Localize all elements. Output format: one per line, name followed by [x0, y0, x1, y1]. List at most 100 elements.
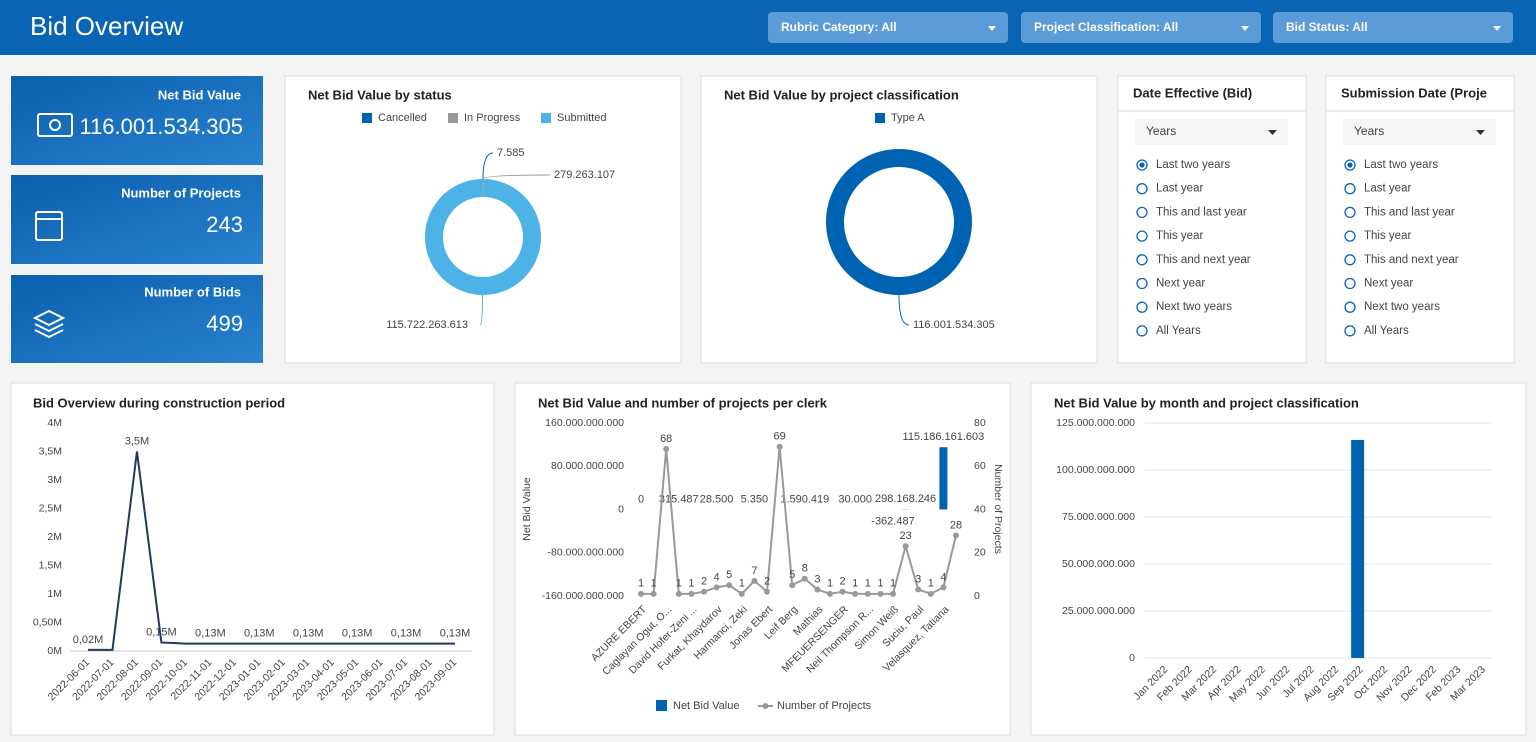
radio-button[interactable]	[1136, 206, 1148, 219]
data-label: 0,13M	[293, 627, 324, 639]
y-tick-label: 3M	[47, 474, 62, 486]
y-axis-title: Net Bid Value	[521, 477, 533, 541]
kpi-value: 116.001.534.305	[79, 114, 243, 139]
radio-label: All Years	[1364, 325, 1409, 337]
y-tick-label: 0M	[47, 645, 62, 657]
y-tick-label: 75.000.000.000	[1062, 511, 1135, 523]
years-dropdown[interactable]	[1135, 119, 1288, 145]
data-label: 8	[802, 563, 808, 575]
data-label: 1	[865, 578, 871, 590]
chart-title: Net Bid Value and number of projects per…	[538, 395, 828, 410]
radio-button[interactable]	[1344, 206, 1356, 219]
y-tick-label: 3,5M	[39, 445, 62, 457]
filter-dropdown[interactable]	[1021, 12, 1261, 43]
filter-label: Rubric Category: All	[781, 20, 897, 34]
y-tick-label: 4M	[47, 417, 62, 429]
years-dropdown[interactable]	[1343, 119, 1496, 145]
radio-button[interactable]	[1344, 325, 1356, 337]
data-label: 5.350	[741, 493, 769, 505]
radio-button[interactable]	[1344, 254, 1356, 266]
radio-button[interactable]	[1136, 183, 1148, 195]
radio-label: Last year	[1156, 183, 1203, 195]
data-label: 5	[789, 569, 795, 581]
y-tick-label: 2,5M	[39, 502, 62, 514]
filter-label: Bid Status: All	[1286, 20, 1368, 34]
legend-label: In Progress	[464, 112, 521, 124]
money-icon	[37, 113, 73, 137]
chart-title: Net Bid Value by project classification	[724, 87, 959, 102]
data-label: 1	[890, 578, 896, 590]
kpi-value: 243	[206, 212, 243, 237]
layers-icon	[32, 309, 66, 339]
data-label: 115.722.263.613	[386, 319, 468, 331]
bar	[939, 447, 948, 510]
radio-button[interactable]	[1136, 254, 1148, 266]
radio-button[interactable]	[1344, 230, 1356, 242]
radio-label: This and next year	[1156, 254, 1251, 266]
legend-swatch	[656, 700, 667, 711]
dropdown-label: Years	[1146, 124, 1176, 138]
data-label: 28	[950, 519, 962, 531]
data-label: 2	[701, 576, 707, 588]
card	[284, 75, 682, 364]
y-tick-label: 2M	[47, 531, 62, 543]
legend-swatch	[875, 113, 885, 123]
radio-label: Next two years	[1156, 301, 1232, 313]
data-label: 7.585	[497, 147, 525, 159]
money-icon-coin	[49, 119, 61, 131]
line-point	[927, 590, 934, 597]
line-point	[852, 590, 859, 597]
radio-label: This and next year	[1364, 254, 1459, 266]
line-point	[776, 443, 783, 450]
leader-line	[482, 152, 494, 180]
data-label: 0,15M	[146, 626, 177, 638]
donut-slice	[424, 179, 541, 295]
radio-button[interactable]	[1344, 301, 1356, 313]
dropdown-arrow	[1268, 130, 1277, 135]
leader-line	[482, 174, 551, 180]
radio-button[interactable]	[1136, 301, 1148, 313]
data-label: 116.001.534.305	[913, 319, 995, 331]
radio-dot	[1139, 162, 1145, 168]
radio-button[interactable]	[1344, 277, 1356, 290]
data-label: 1	[638, 578, 644, 590]
radio-button[interactable]	[1136, 230, 1148, 242]
y-tick-label: 160.000.000.000	[545, 417, 624, 429]
legend-label: Cancelled	[378, 112, 427, 124]
data-label: 1	[739, 578, 745, 590]
line-point	[940, 584, 947, 591]
leader-line	[898, 294, 910, 326]
data-label: 298.168.246	[875, 493, 936, 505]
data-label: 69	[773, 431, 785, 443]
kpi-label: Number of Bids	[144, 284, 241, 299]
legend-label: Net Bid Value	[673, 700, 739, 712]
y-tick-label: 50.000.000.000	[1062, 558, 1135, 570]
radio-button[interactable]	[1344, 183, 1356, 195]
y-tick-label: 80	[974, 417, 986, 429]
radio-label: Next two years	[1364, 301, 1440, 313]
y-tick-label: 100.000.000.000	[1056, 464, 1135, 476]
kpi-card	[11, 275, 263, 363]
data-label: 7	[751, 565, 757, 577]
radio-button[interactable]	[1136, 325, 1148, 337]
line-point	[713, 584, 720, 591]
data-label: 1	[827, 578, 833, 590]
radio-label: Last year	[1364, 183, 1411, 195]
line-point	[663, 445, 670, 452]
radio-button[interactable]	[1136, 277, 1148, 290]
data-label: 1	[688, 578, 694, 590]
line-point	[877, 590, 884, 597]
radio-label: This year	[1364, 230, 1411, 242]
data-label: 1	[651, 578, 657, 590]
filter-label: Project Classification: All	[1034, 20, 1178, 34]
line-point	[638, 590, 644, 597]
data-label: 115.186.161.603	[903, 431, 985, 443]
card	[700, 75, 1098, 364]
radio-label: This and last year	[1156, 206, 1247, 218]
data-label: 0,13M	[244, 627, 275, 639]
legend-swatch	[541, 113, 551, 123]
data-label: 5	[726, 569, 732, 581]
filter-dropdown[interactable]	[1273, 12, 1513, 43]
filter-dropdown[interactable]	[768, 12, 1008, 43]
data-label: 0,02M	[73, 634, 104, 646]
